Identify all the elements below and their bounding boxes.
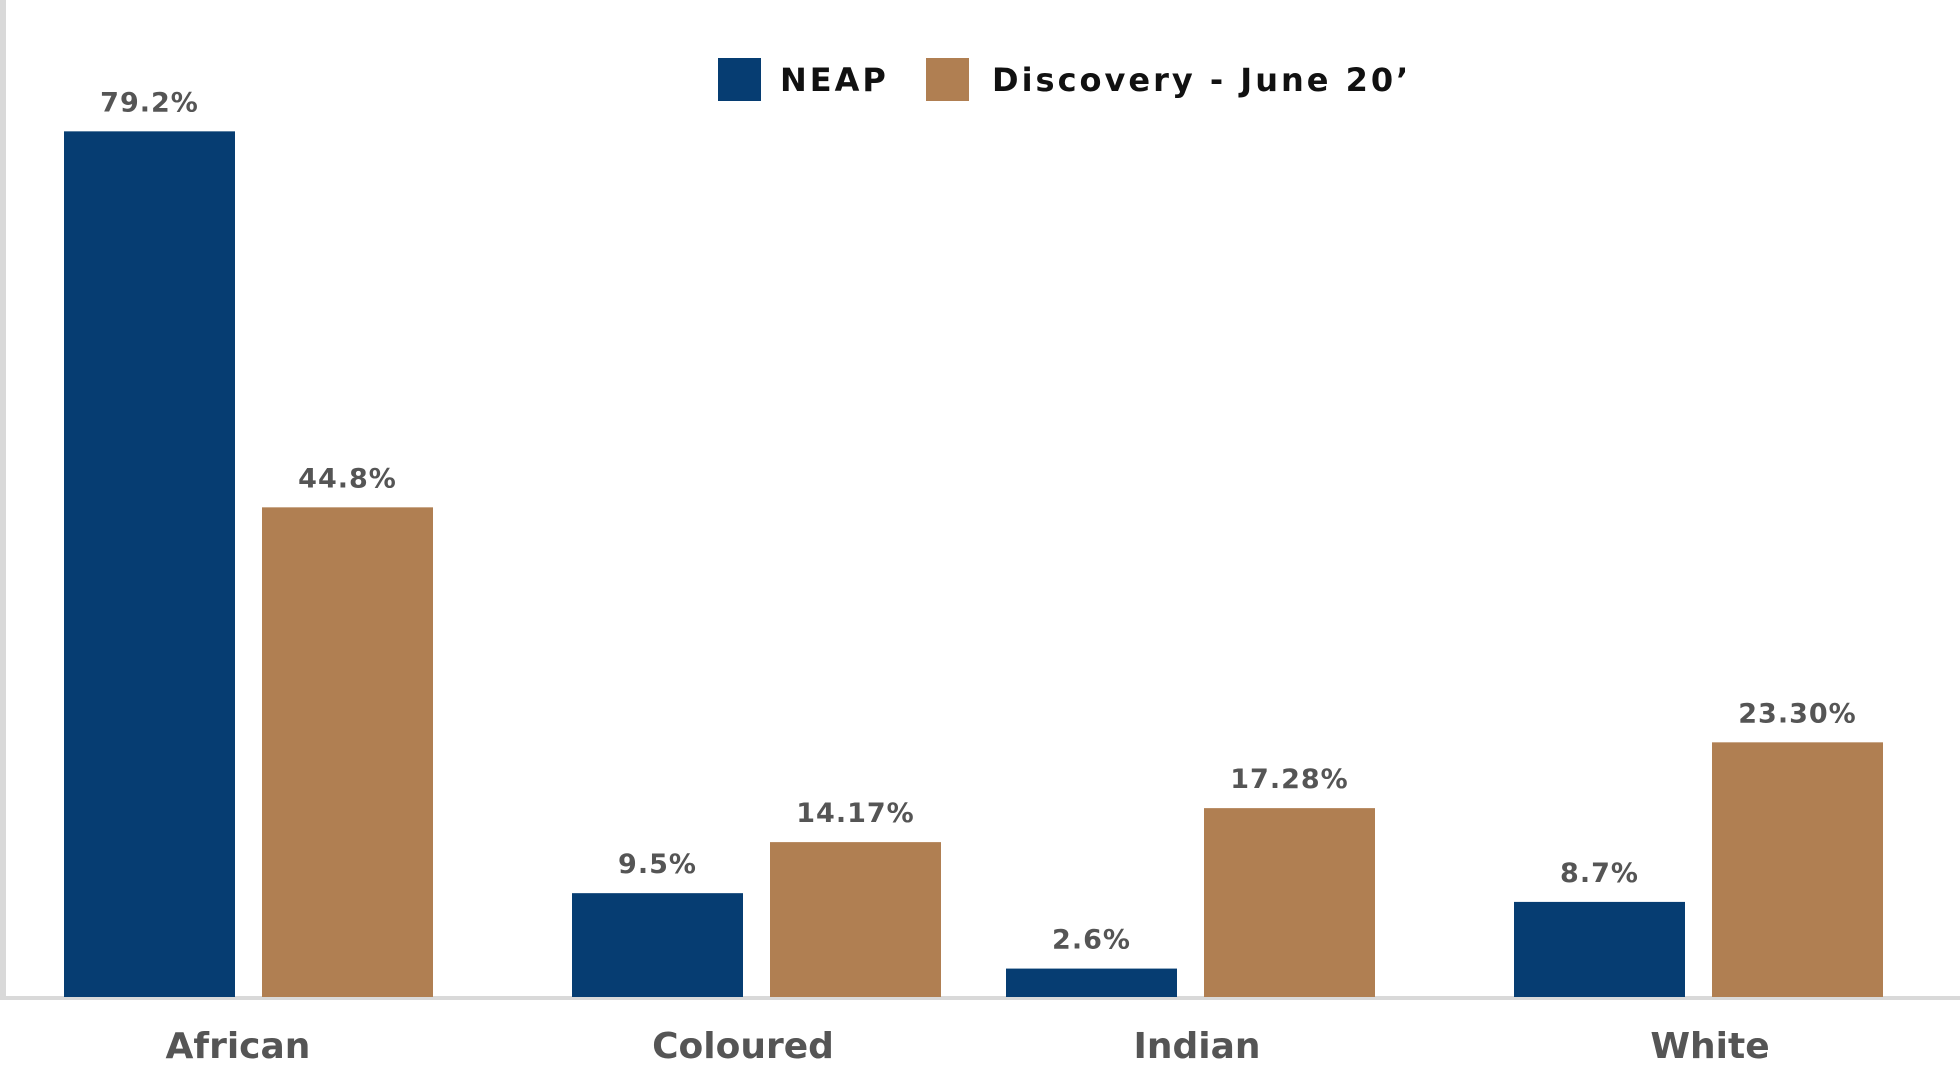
- bar-neap-african: [64, 131, 235, 997]
- x-tick-label-african: African: [166, 1026, 311, 1067]
- bar-discovery-coloured: [770, 842, 941, 997]
- data-label-neap-african: 79.2%: [100, 87, 199, 118]
- bar-neap-white: [1514, 901, 1685, 997]
- bar-neap-coloured: [572, 893, 743, 997]
- data-label-discovery-coloured: 14.17%: [796, 798, 914, 829]
- data-label-discovery-indian: 17.28%: [1230, 764, 1348, 795]
- legend-label-discovery: Discovery - June 20’: [992, 61, 1411, 99]
- bars-group: [64, 131, 1883, 997]
- category-labels-group: African Coloured Indian White: [166, 1026, 1770, 1067]
- legend-label-neap: NEAP: [780, 61, 889, 99]
- x-tick-label-indian: Indian: [1133, 1026, 1260, 1067]
- data-label-discovery-white: 23.30%: [1738, 698, 1856, 729]
- bar-discovery-indian: [1204, 808, 1375, 997]
- data-label-neap-coloured: 9.5%: [618, 849, 697, 880]
- bar-neap-indian: [1006, 968, 1177, 997]
- x-tick-label-coloured: Coloured: [652, 1026, 834, 1067]
- data-label-neap-indian: 2.6%: [1052, 925, 1131, 956]
- bar-discovery-white: [1712, 742, 1883, 997]
- x-tick-label-white: White: [1650, 1026, 1769, 1067]
- legend: NEAP Discovery - June 20’: [718, 58, 1411, 101]
- value-labels-group: 79.2% 44.8% 9.5% 14.17% 2.6% 17.28% 8.7% 23.30%: [100, 87, 1856, 956]
- legend-swatch-neap: [718, 58, 761, 101]
- legend-swatch-discovery: [926, 58, 969, 101]
- data-label-neap-white: 8.7%: [1560, 858, 1639, 889]
- bar-discovery-african: [262, 507, 433, 997]
- data-label-discovery-african: 44.8%: [298, 463, 397, 494]
